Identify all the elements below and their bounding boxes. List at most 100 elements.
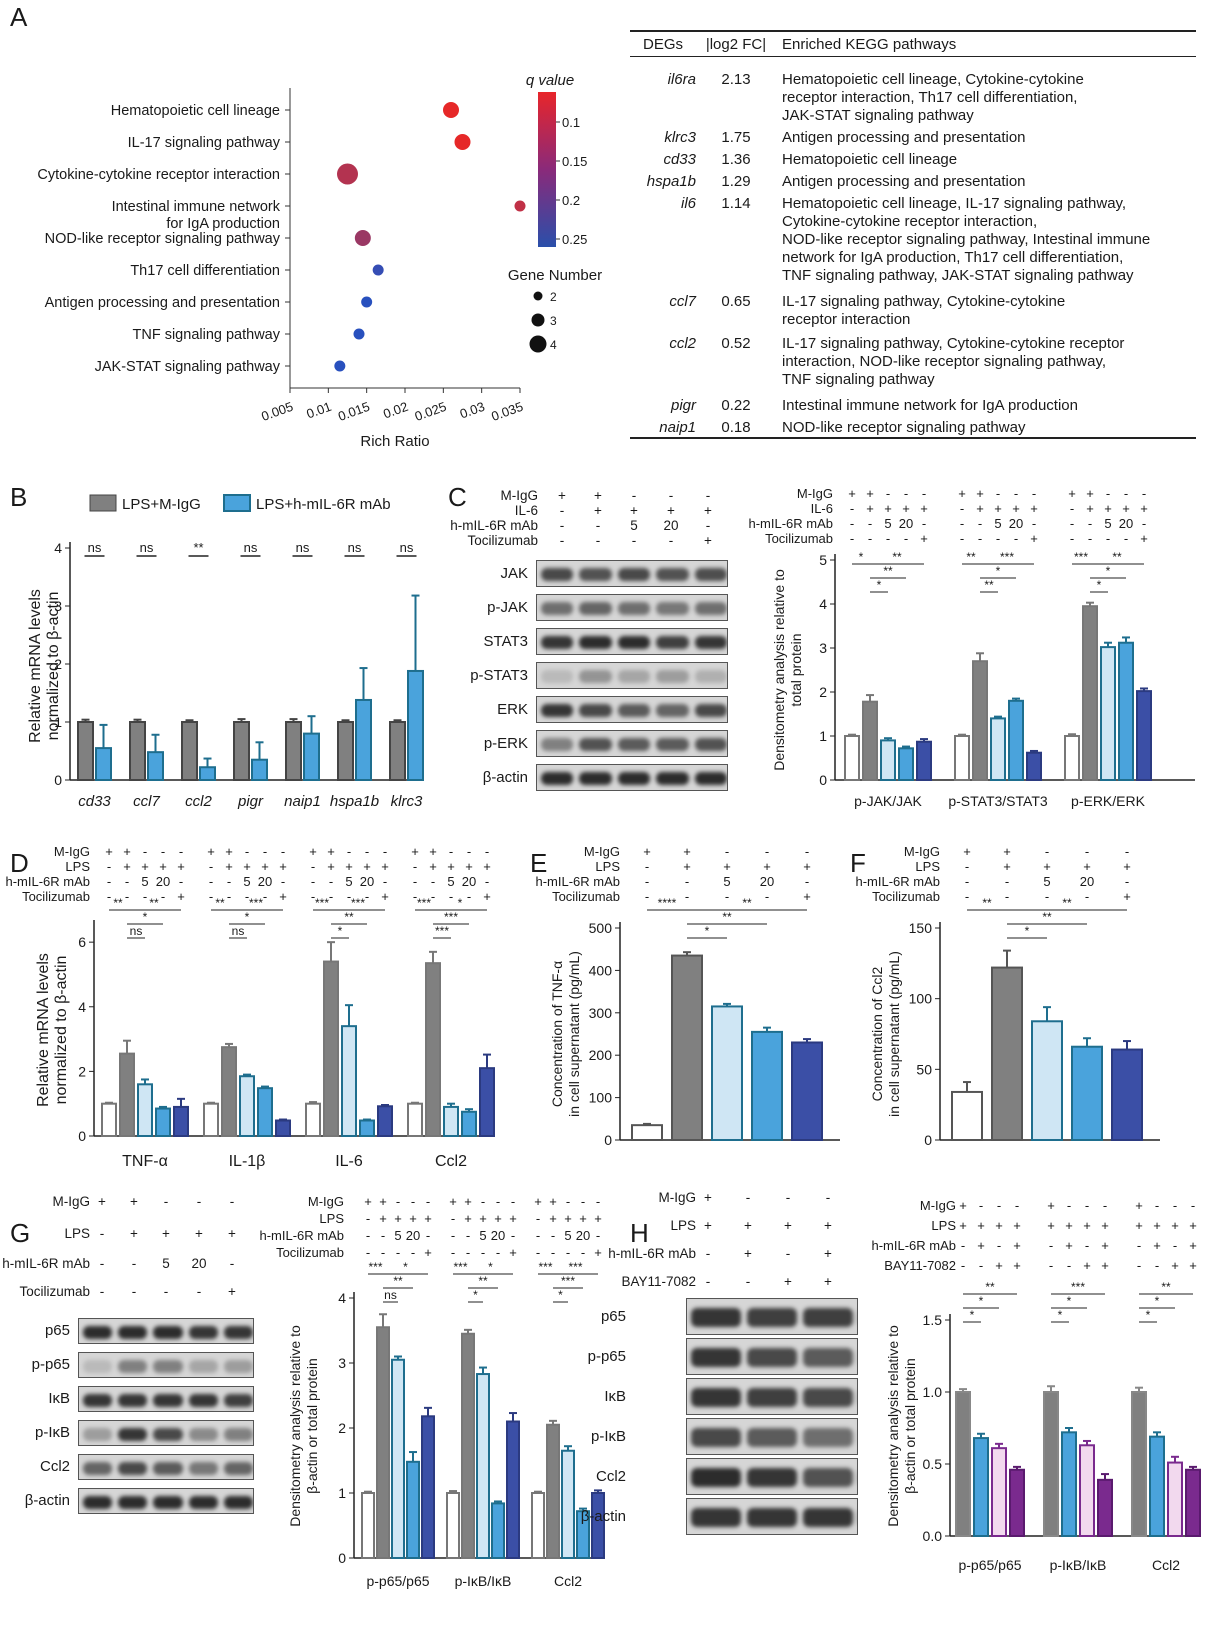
condition-cell: 20 [760, 874, 774, 889]
bar [446, 1492, 460, 1559]
blot-band [617, 601, 651, 616]
condition-cell: - [496, 1194, 500, 1209]
condition-cell: - [311, 874, 315, 889]
condition-cell: - [1125, 874, 1129, 889]
condition-cell: - [1049, 1258, 1053, 1273]
blot-band [617, 771, 651, 786]
condition-cell: - [347, 844, 351, 859]
condition-cell: - [1124, 486, 1128, 501]
blot-band [541, 737, 574, 752]
condition-cell: + [1003, 844, 1011, 859]
condition-cell: + [784, 1218, 792, 1233]
condition-cell: + [549, 1194, 557, 1209]
condition-cell: + [824, 1274, 832, 1289]
condition-cell: - [143, 844, 147, 859]
condition-cell: + [483, 889, 491, 904]
bar [101, 1102, 117, 1138]
condition-row-label: LPS [319, 1211, 344, 1226]
legend-label: LPS+h-mIL-6R mAb [256, 496, 391, 513]
blot-label: JAK [500, 564, 528, 582]
condition-cell: - [1106, 486, 1110, 501]
y-tick-label: 150 [909, 920, 933, 936]
sig-label: *** [315, 896, 329, 910]
condition-cell: + [803, 859, 811, 874]
condition-cell: + [141, 859, 149, 874]
condition-row-label: Tocilizumab [765, 531, 833, 546]
condition-cell: + [1083, 1218, 1091, 1233]
blot-band [691, 1348, 741, 1367]
condition-cell: - [961, 1238, 965, 1253]
blot-label: IκB [604, 1387, 626, 1405]
x-group-label: p-IκB/IκB [455, 1573, 512, 1589]
condition-cell: - [383, 844, 387, 859]
condition-cell: + [1003, 859, 1011, 874]
condition-cell: 5 [564, 1228, 571, 1243]
blot-band [617, 703, 651, 718]
blot-label: ERK [497, 700, 528, 718]
blot-strip [536, 662, 728, 689]
blot-label: Ccl2 [595, 1467, 626, 1485]
panel-label-f: F [850, 848, 866, 878]
condition-cell: - [669, 488, 674, 503]
condition-cell: - [179, 874, 183, 889]
x-category-label: hspa1b [330, 793, 379, 810]
bar [862, 700, 878, 781]
size-legend-title: Gene Number [508, 267, 602, 284]
x-group-label: Ccl2 [554, 1573, 582, 1589]
condition-cell: - [645, 889, 649, 904]
blot-band [694, 771, 727, 786]
blot-row: p-IκB [591, 1418, 858, 1455]
bar [155, 1107, 171, 1137]
condition-cell: + [464, 1194, 472, 1209]
blot-band [694, 669, 727, 684]
blot-band [541, 669, 574, 684]
fc-cell: 2.13 [721, 71, 751, 88]
condition-row-label: LPS [931, 1218, 956, 1233]
condition-cell: - [1173, 1198, 1177, 1213]
blot-strip [536, 730, 728, 757]
bar [1061, 1431, 1077, 1538]
blot-row: IκB [604, 1378, 858, 1415]
condition-cell: - [1014, 531, 1018, 546]
condition-cell: + [424, 1211, 432, 1226]
colorbar-tick-label: 0.1 [562, 115, 580, 130]
condition-cell: - [481, 1194, 485, 1209]
x-group-label: IL-1β [229, 1153, 266, 1170]
bar [954, 735, 970, 781]
condition-cell: - [1067, 1198, 1071, 1213]
blot-band [579, 669, 612, 684]
condition-cell: - [366, 1228, 370, 1243]
dot-point [353, 328, 365, 340]
condition-cell: - [396, 1245, 400, 1260]
condition-cell: - [311, 889, 315, 904]
kegg-table: DEGs |log2 FC| Enriched KEGG pathways il… [630, 30, 1196, 439]
panel-label-c: C [448, 482, 467, 512]
blot-label: p-JAK [487, 598, 528, 616]
condition-cell: - [1070, 516, 1074, 531]
condition-row-label: h-mIL-6R mAb [2, 1256, 90, 1271]
blot-row: p-STAT3 [448, 662, 738, 689]
condition-cell: + [866, 501, 874, 516]
gene-cell: naip1 [659, 419, 696, 436]
bar [1079, 1444, 1095, 1537]
category-label: IL-17 signaling pathway [128, 135, 281, 151]
condition-cell: 20 [1119, 516, 1133, 531]
condition-cell: - [143, 889, 147, 904]
bar [377, 1105, 393, 1137]
sig-label: ns [384, 1288, 397, 1302]
bar [1111, 1048, 1143, 1141]
blot-row: Ccl2 [596, 1458, 858, 1495]
condition-cell: + [509, 1245, 517, 1260]
blot-band [691, 1468, 741, 1487]
condition-cell: - [230, 1256, 235, 1271]
blot-label: p-IκB [34, 1424, 70, 1441]
condition-cell: + [1043, 859, 1051, 874]
sig-label: * [877, 578, 882, 592]
sig-label: * [859, 550, 864, 564]
condition-cell: - [868, 516, 872, 531]
fc-cell: 0.18 [721, 419, 751, 436]
bar [1097, 1478, 1113, 1537]
x-group-label: TNF-α [122, 1153, 168, 1170]
blot-label: p-STAT3 [470, 666, 528, 684]
condition-cell: + [963, 844, 971, 859]
